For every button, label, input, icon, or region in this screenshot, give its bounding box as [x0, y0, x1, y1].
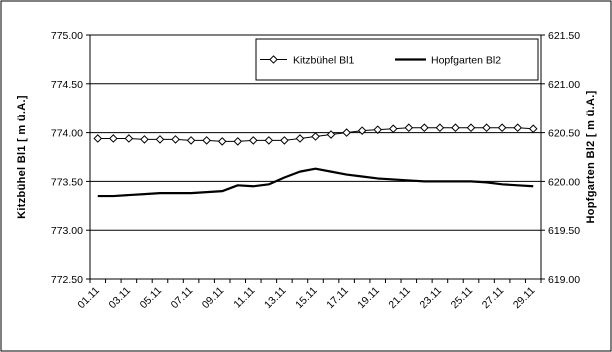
data-point-0	[357, 126, 367, 135]
data-point-0	[171, 135, 180, 144]
data-point-0	[202, 136, 211, 145]
y-tick-label-right: 621.00	[548, 79, 580, 91]
y-tick-label-left: 772.50	[51, 274, 83, 286]
data-point-0	[388, 124, 398, 134]
legend: Kitzbühel Bl1 Hopfgarten Bl2	[255, 38, 539, 81]
y-tick-label-right: 620.00	[548, 176, 580, 188]
data-point-0	[295, 134, 305, 143]
data-point-0	[513, 123, 522, 133]
y-tick-label-left: 775.00	[51, 30, 83, 42]
y-tick-label-left: 773.50	[51, 176, 83, 188]
y-tick-label-right: 620.50	[548, 128, 580, 140]
series-line-1	[97, 167, 534, 198]
data-point-0	[528, 124, 538, 134]
y-tick-label-right: 619.50	[548, 225, 580, 237]
data-point-0	[264, 136, 274, 145]
data-point-0	[435, 123, 445, 133]
data-point-0	[217, 137, 227, 146]
y-tick-label-left: 773.00	[51, 225, 83, 237]
data-point-0	[326, 130, 336, 139]
data-point-0	[155, 135, 165, 144]
legend-marker-kitzbuehel	[269, 55, 278, 64]
y-axis-right-label: Hopfgarten Bl2 [ m ü.A.]	[585, 90, 597, 223]
data-point-0	[93, 134, 103, 143]
y-tick-label-right: 621.50	[548, 30, 580, 42]
data-point-0	[109, 134, 118, 143]
data-point-0	[404, 123, 414, 133]
data-point-0	[342, 128, 351, 137]
legend-label-hopfgarten: Hopfgarten Bl2	[431, 55, 501, 67]
data-point-0	[466, 123, 476, 133]
legend-label-kitzbuehel: Kitzbühel Bl1	[293, 55, 354, 67]
y-tick-label-right: 619.00	[548, 274, 580, 286]
y-axis-left-label: Kitzbühel Bl1 [ m ü.A.]	[16, 95, 28, 219]
series-layer	[93, 123, 538, 198]
plot-area-frame	[89, 34, 542, 280]
y-tick-label-left: 774.50	[51, 79, 83, 91]
data-point-0	[497, 123, 507, 133]
data-point-0	[248, 136, 258, 145]
data-point-0	[311, 132, 320, 141]
data-point-0	[124, 134, 134, 143]
data-point-0	[420, 123, 429, 133]
data-point-0	[233, 137, 243, 146]
data-point-0	[280, 136, 289, 145]
data-point-0	[186, 136, 196, 145]
data-point-0	[482, 123, 491, 133]
data-point-0	[140, 135, 149, 144]
y-tick-label-left: 774.00	[51, 128, 83, 140]
data-point-0	[373, 125, 383, 134]
data-point-0	[451, 123, 460, 133]
